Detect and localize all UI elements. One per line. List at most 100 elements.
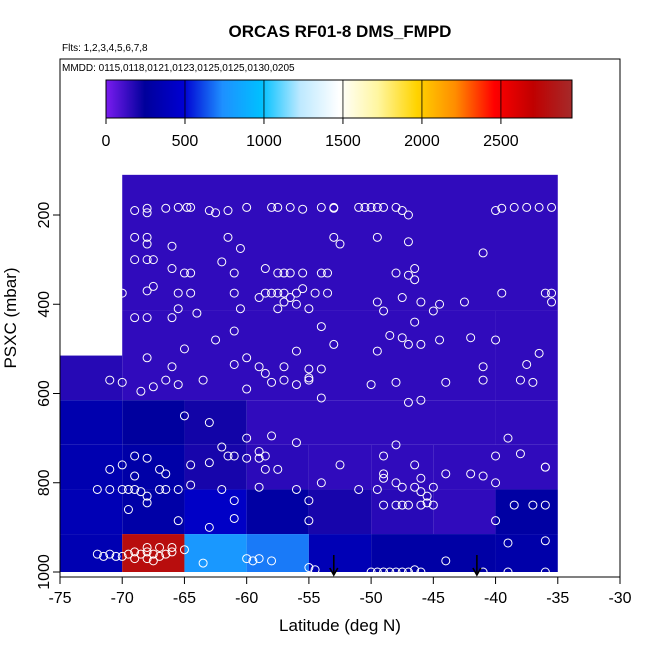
data-point bbox=[260, 288, 270, 298]
data-point bbox=[242, 453, 252, 463]
data-point bbox=[478, 362, 488, 372]
data-point bbox=[105, 484, 115, 494]
data-point bbox=[182, 202, 192, 212]
data-point bbox=[179, 411, 189, 421]
data-point bbox=[397, 333, 407, 343]
data-point bbox=[130, 255, 140, 265]
data-point bbox=[428, 500, 438, 510]
data-point bbox=[242, 554, 252, 564]
data-point bbox=[565, 286, 575, 296]
heatmap-cell bbox=[60, 489, 123, 535]
data-point bbox=[223, 206, 233, 216]
data-point bbox=[478, 248, 488, 258]
data-point bbox=[267, 431, 277, 441]
data-point bbox=[155, 542, 165, 552]
data-point bbox=[379, 469, 389, 479]
data-point bbox=[435, 299, 445, 309]
data-point bbox=[105, 464, 115, 474]
data-point bbox=[428, 306, 438, 316]
data-point bbox=[428, 482, 438, 492]
y-tick-label: 800 bbox=[36, 469, 53, 496]
data-point bbox=[204, 206, 214, 216]
data-point bbox=[186, 202, 196, 212]
data-point bbox=[534, 202, 544, 212]
data-point bbox=[136, 487, 146, 497]
data-point bbox=[491, 451, 501, 461]
data-point bbox=[491, 516, 501, 526]
data-point bbox=[142, 491, 152, 501]
data-point bbox=[416, 395, 426, 405]
data-point bbox=[335, 460, 345, 470]
data-point bbox=[167, 547, 177, 557]
arrow-head bbox=[472, 567, 482, 577]
data-point bbox=[217, 442, 227, 452]
data-point bbox=[148, 382, 158, 392]
data-point bbox=[416, 500, 426, 510]
x-tick-label: -35 bbox=[546, 590, 569, 607]
heatmap-cell bbox=[371, 489, 434, 535]
colorbar-tick-label: 2500 bbox=[483, 133, 519, 150]
data-point bbox=[155, 484, 165, 494]
data-point bbox=[260, 464, 270, 474]
data-point bbox=[397, 206, 407, 216]
data-point bbox=[173, 288, 183, 298]
data-point bbox=[260, 451, 270, 461]
data-point bbox=[117, 288, 127, 298]
data-point bbox=[522, 359, 532, 369]
data-point bbox=[441, 469, 451, 479]
data-point bbox=[155, 464, 165, 474]
arrow-head bbox=[329, 567, 339, 577]
data-point bbox=[491, 335, 501, 345]
data-point bbox=[142, 239, 152, 249]
data-point bbox=[540, 500, 550, 510]
data-point bbox=[273, 288, 283, 298]
data-point bbox=[509, 500, 519, 510]
data-point bbox=[279, 288, 289, 298]
x-tick-label: -50 bbox=[360, 590, 383, 607]
data-point bbox=[273, 268, 283, 278]
data-point bbox=[92, 549, 102, 559]
data-point bbox=[161, 469, 171, 479]
data-point bbox=[99, 551, 109, 561]
data-point bbox=[391, 268, 401, 278]
x-tick-label: -30 bbox=[608, 590, 631, 607]
data-point bbox=[142, 203, 152, 213]
data-point bbox=[142, 208, 152, 218]
data-point bbox=[410, 275, 420, 285]
data-point bbox=[410, 317, 420, 327]
data-point bbox=[547, 297, 557, 307]
data-point bbox=[173, 202, 183, 212]
flight-arrows bbox=[329, 555, 482, 577]
data-point bbox=[310, 565, 320, 575]
y-axis: 200 400 600 800 1000 bbox=[36, 202, 60, 590]
x-tick-label: -60 bbox=[235, 590, 258, 607]
data-point bbox=[422, 491, 432, 501]
heatmap-cell bbox=[122, 444, 185, 490]
data-point bbox=[235, 243, 245, 253]
data-point bbox=[167, 542, 177, 552]
data-point bbox=[403, 500, 413, 510]
heatmap-cell bbox=[246, 400, 496, 445]
data-point bbox=[416, 487, 426, 497]
data-point bbox=[304, 563, 314, 573]
data-point bbox=[403, 270, 413, 280]
data-point bbox=[466, 333, 476, 343]
data-point bbox=[198, 558, 208, 568]
heatmap-cell bbox=[122, 310, 496, 401]
data-point bbox=[354, 484, 364, 494]
data-point bbox=[173, 304, 183, 314]
data-point bbox=[198, 375, 208, 385]
data-point bbox=[229, 268, 239, 278]
data-point bbox=[291, 299, 301, 309]
data-point bbox=[291, 346, 301, 356]
data-point bbox=[173, 484, 183, 494]
data-point bbox=[260, 368, 270, 378]
data-point bbox=[497, 203, 507, 213]
data-point bbox=[142, 498, 152, 508]
data-point bbox=[416, 473, 426, 483]
heatmap-cell bbox=[371, 534, 496, 572]
data-point bbox=[540, 567, 550, 577]
data-point bbox=[372, 567, 382, 577]
data-point bbox=[497, 288, 507, 298]
data-point bbox=[167, 264, 177, 274]
